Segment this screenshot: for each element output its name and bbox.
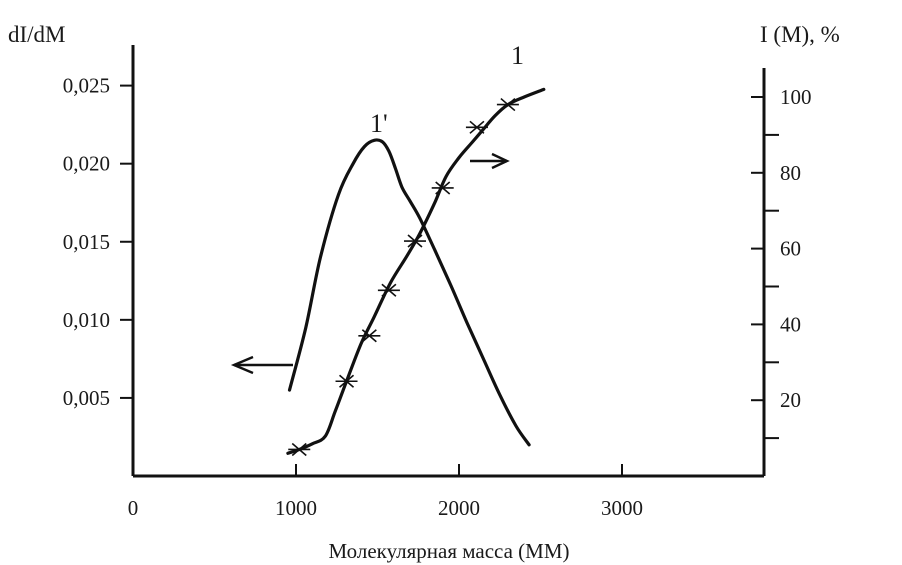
series-1-point-marker <box>288 442 311 457</box>
left-axis-ticks: 0,005 0,010 0,015 0,020 0,025 <box>63 74 133 410</box>
series-1-point-marker <box>403 234 426 248</box>
x-tick-label: 0 <box>128 496 139 520</box>
left-axis-arrow <box>230 355 293 375</box>
series-1-point-marker <box>377 283 400 297</box>
curve-label-1-prime: 1' <box>370 109 388 138</box>
y-left-tick-label: 0,025 <box>63 74 110 98</box>
axis-arrows <box>230 152 510 375</box>
y-left-tick-label: 0,010 <box>63 308 110 332</box>
y-right-tick-label: 40 <box>780 312 801 336</box>
series-line-1-prime <box>287 138 531 447</box>
y-left-axis-title: dI/dM <box>8 22 66 47</box>
y-right-tick-label: 100 <box>780 85 812 109</box>
x-axis-ticks: 0 1000 2000 3000 <box>128 464 643 520</box>
series-1-point-marker <box>358 329 381 343</box>
right-axis-arrow <box>470 152 510 170</box>
series-1-point-marker <box>465 120 488 134</box>
y-right-tick-label: 20 <box>780 388 801 412</box>
series-line-1 <box>286 87 546 455</box>
series-layer <box>286 87 546 457</box>
y-left-tick-label: 0,020 <box>63 152 110 176</box>
curve-label-1: 1 <box>511 41 524 70</box>
x-tick-label: 2000 <box>438 496 480 520</box>
axes <box>131 45 766 478</box>
series-1-point-marker <box>335 374 358 388</box>
y-left-tick-label: 0,015 <box>63 230 110 254</box>
right-axis-ticks: 20 40 60 80 100 <box>751 85 812 440</box>
series-1-point-marker <box>431 181 454 195</box>
y-right-tick-label: 80 <box>780 161 801 185</box>
series-1-point-marker <box>496 97 519 112</box>
y-right-tick-label: 60 <box>780 237 801 261</box>
x-tick-label: 3000 <box>601 496 643 520</box>
x-axis-title: Молекулярная масса (ММ) <box>328 539 569 563</box>
x-tick-label: 1000 <box>275 496 317 520</box>
y-left-tick-label: 0,005 <box>63 386 110 410</box>
y-right-axis-title: I (M), % <box>760 22 840 47</box>
